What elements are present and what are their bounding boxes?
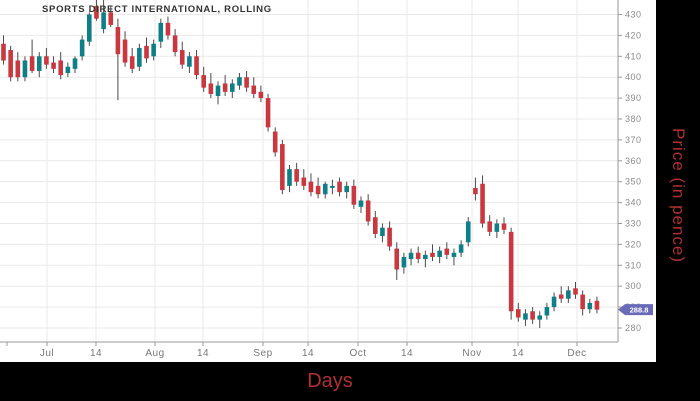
candlestick-chart: 430 420 410 400 390 380 370 360 350 340 330 320 310 3… [0, 0, 653, 359]
svg-text:Sep: Sep [253, 348, 272, 359]
svg-text:280: 280 [625, 323, 642, 333]
svg-text:14: 14 [512, 348, 524, 359]
svg-text:400: 400 [625, 72, 642, 82]
svg-text:Oct: Oct [349, 348, 366, 359]
svg-text:14: 14 [401, 348, 413, 359]
candles [1, 0, 600, 328]
svg-text:300: 300 [625, 281, 642, 291]
svg-text:320: 320 [625, 239, 642, 249]
svg-text:310: 310 [625, 260, 642, 270]
svg-text:288.8: 288.8 [630, 305, 649, 314]
y-axis-title: Price (in pence) [669, 128, 688, 264]
chart-title: SPORTS DIRECT INTERNATIONAL, ROLLING [42, 4, 272, 15]
x-axis-title: Days [307, 370, 353, 392]
svg-text:14: 14 [302, 348, 314, 359]
svg-text:Dec: Dec [567, 348, 586, 359]
svg-text:360: 360 [625, 156, 642, 166]
chart-panel: SPORTS DIRECT INTERNATIONAL, ROLLING 430… [0, 0, 656, 362]
bottom-axis-band: Days [0, 362, 700, 401]
svg-text:14: 14 [197, 348, 209, 359]
right-axis-band: Price (in pence) [656, 0, 700, 362]
svg-text:Jul: Jul [40, 348, 54, 359]
svg-text:420: 420 [625, 30, 642, 40]
svg-text:410: 410 [625, 51, 642, 61]
svg-text:Aug: Aug [145, 348, 164, 359]
svg-text:Nov: Nov [462, 348, 481, 359]
svg-text:380: 380 [625, 114, 642, 124]
svg-text:350: 350 [625, 177, 642, 187]
svg-text:370: 370 [625, 135, 642, 145]
last-price-tag: 288.8 [618, 304, 653, 316]
svg-text:340: 340 [625, 198, 642, 208]
svg-text:14: 14 [90, 348, 102, 359]
svg-text:430: 430 [625, 10, 642, 20]
svg-text:330: 330 [625, 219, 642, 229]
svg-text:390: 390 [625, 93, 642, 103]
